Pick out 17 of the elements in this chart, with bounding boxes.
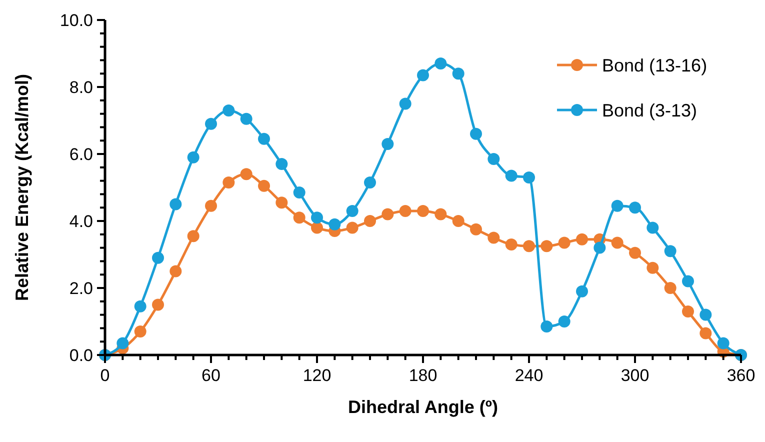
- y-tick-label: 6.0: [69, 144, 93, 164]
- x-tick-label: 60: [202, 366, 220, 385]
- legend-label: Bond (3-13): [602, 100, 698, 120]
- y-tick-label: 0.0: [69, 346, 93, 365]
- y-tick-label: 4.0: [69, 212, 93, 231]
- y-tick-label: 10.0: [60, 10, 93, 30]
- x-axis-title: Dihedral Angle (º): [348, 397, 498, 417]
- x-tick-label: 0: [100, 366, 110, 385]
- x-tick-label: 360: [726, 366, 756, 385]
- y-axis-title: Relative Energy (Kcal/mol): [12, 74, 32, 302]
- y-tick-label: 2.0: [69, 278, 93, 298]
- y-tick-label: 8.0: [69, 78, 93, 97]
- x-tick-label: 180: [408, 366, 438, 385]
- legend-label: Bond (13-16): [602, 55, 708, 76]
- x-tick-label: 300: [620, 366, 650, 385]
- x-tick-label: 120: [302, 366, 332, 385]
- x-tick-label: 240: [514, 366, 544, 385]
